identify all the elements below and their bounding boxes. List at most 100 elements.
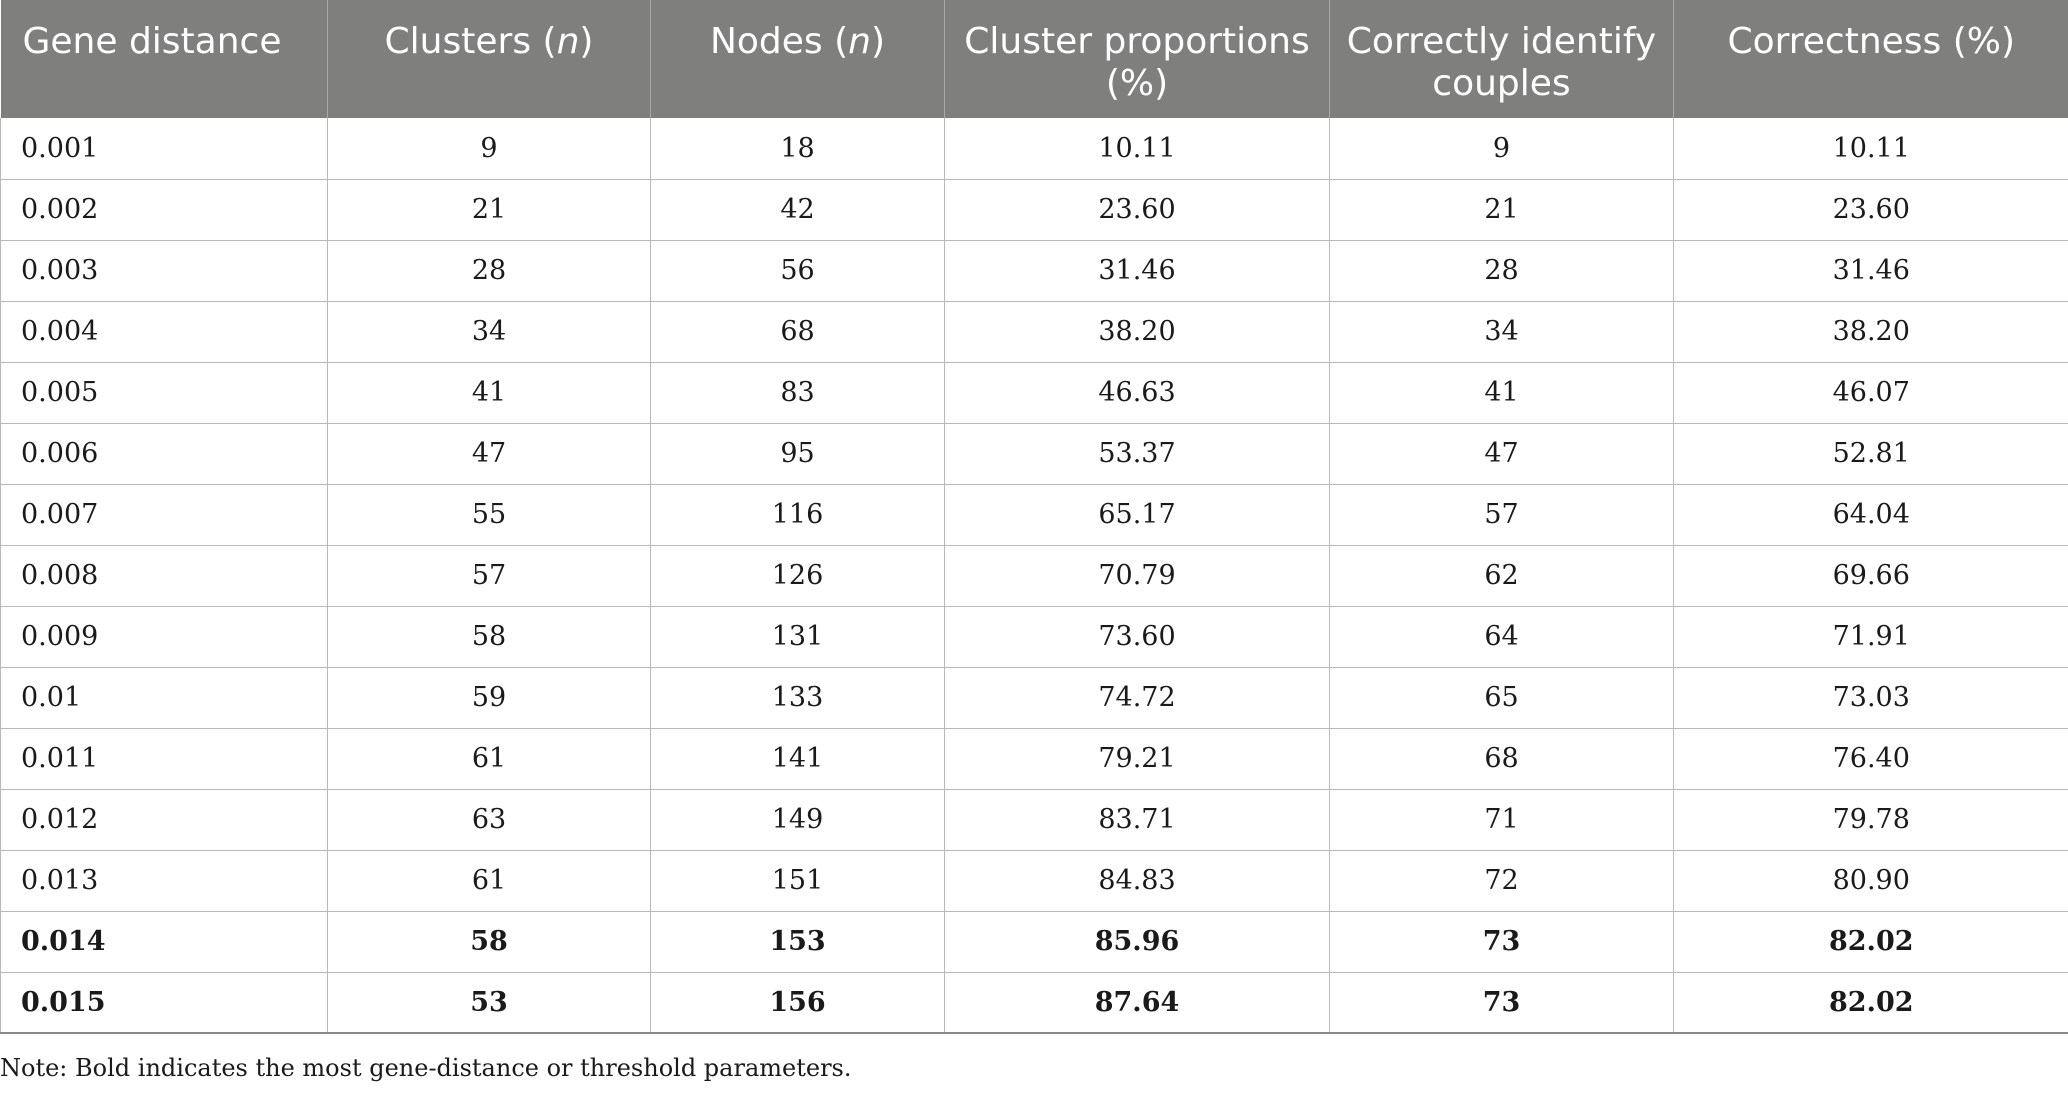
table-cell: 46.07 [1673, 362, 2068, 424]
table-row: 0.007 55 116 65.17 57 64.04 [0, 484, 2068, 546]
table-cell: 21 [327, 179, 651, 241]
header-gene-distance-label: Gene distance [22, 21, 282, 62]
header-correctly-identify: Correctly identify couples [1329, 0, 1674, 118]
header-nodes: Nodes (n) [650, 0, 945, 118]
table-cell: 10.11 [944, 118, 1330, 180]
header-clusters-label: Clusters ( [384, 21, 557, 62]
table-row: 0.006 47 95 53.37 47 52.81 [0, 423, 2068, 485]
table-cell: 9 [1329, 118, 1674, 180]
table-cell: 0.002 [0, 179, 328, 241]
table-row: 0.01 59 133 74.72 65 73.03 [0, 667, 2068, 729]
table-cell: 85.96 [944, 911, 1330, 973]
table-cell: 53.37 [944, 423, 1330, 485]
table-cell: 55 [327, 484, 651, 546]
table-cell: 69.66 [1673, 545, 2068, 607]
table-cell: 23.60 [1673, 179, 2068, 241]
table-cell: 0.008 [0, 545, 328, 607]
table-cell: 31.46 [944, 240, 1330, 302]
table-cell: 34 [327, 301, 651, 363]
header-clusters: Clusters (n) [327, 0, 651, 118]
table-cell: 47 [327, 423, 651, 485]
table-cell: 71 [1329, 789, 1674, 851]
table-cell: 83 [650, 362, 945, 424]
table-row: 0.014 58 153 85.96 73 82.02 [0, 911, 2068, 973]
table-cell: 141 [650, 728, 945, 790]
table-cell: 72 [1329, 850, 1674, 912]
table-cell: 0.005 [0, 362, 328, 424]
table-body: 0.001 9 18 10.11 9 10.11 0.002 21 42 23.60 21 23.60… [0, 118, 2068, 1034]
header-nodes-label: Nodes ( [709, 21, 849, 62]
table-cell: 42 [650, 179, 945, 241]
table-cell: 28 [327, 240, 651, 302]
table-cell: 61 [327, 850, 651, 912]
table-cell: 0.003 [0, 240, 328, 302]
table-cell: 31.46 [1673, 240, 2068, 302]
table-cell: 116 [650, 484, 945, 546]
header-cluster-proportions-line1: Cluster proportions [964, 21, 1310, 62]
header-correctness: Correctness (%) [1673, 0, 2068, 118]
table-cell: 53 [327, 972, 651, 1034]
table-cell: 0.009 [0, 606, 328, 668]
table-cell: 73 [1329, 911, 1674, 973]
table-cell: 71.91 [1673, 606, 2068, 668]
table-cell: 82.02 [1673, 972, 2068, 1034]
table-header: Gene distance Clusters (n) Nodes (n) Clu… [0, 0, 2068, 118]
header-clusters-italic: n [556, 21, 580, 62]
header-cluster-proportions: Cluster proportions (%) [944, 0, 1330, 118]
table-cell: 0.006 [0, 423, 328, 485]
table-cell: 41 [327, 362, 651, 424]
table-note: Note: Bold indicates the most gene-dista… [0, 1054, 852, 1082]
table-cell: 73.03 [1673, 667, 2068, 729]
table-cell: 0.004 [0, 301, 328, 363]
table-cell: 149 [650, 789, 945, 851]
table-cell: 38.20 [944, 301, 1330, 363]
table-row: 0.005 41 83 46.63 41 46.07 [0, 362, 2068, 424]
header-correctness-label: Correctness (%) [1727, 21, 2016, 62]
table-cell: 56 [650, 240, 945, 302]
header-nodes-close: ) [870, 21, 886, 62]
table-cell: 68 [650, 301, 945, 363]
table-cell: 0.001 [0, 118, 328, 180]
table-cell: 156 [650, 972, 945, 1034]
table-cell: 74.72 [944, 667, 1330, 729]
table-cell: 58 [327, 606, 651, 668]
table-cell: 65.17 [944, 484, 1330, 546]
table-cell: 82.02 [1673, 911, 2068, 973]
table-cell: 151 [650, 850, 945, 912]
table-cell: 41 [1329, 362, 1674, 424]
table-cell: 38.20 [1673, 301, 2068, 363]
table-cell: 126 [650, 545, 945, 607]
header-clusters-close: ) [579, 21, 594, 62]
table-row: 0.001 9 18 10.11 9 10.11 [0, 118, 2068, 180]
table-cell: 0.014 [0, 911, 328, 973]
table-cell: 10.11 [1673, 118, 2068, 180]
table-row: 0.011 61 141 79.21 68 76.40 [0, 728, 2068, 790]
table-cell: 70.79 [944, 545, 1330, 607]
table-cell: 62 [1329, 545, 1674, 607]
table-row: 0.002 21 42 23.60 21 23.60 [0, 179, 2068, 241]
table-cell: 47 [1329, 423, 1674, 485]
table-row: 0.003 28 56 31.46 28 31.46 [0, 240, 2068, 302]
table-cell: 131 [650, 606, 945, 668]
table-cell: 21 [1329, 179, 1674, 241]
table-cell: 68 [1329, 728, 1674, 790]
table-row: 0.008 57 126 70.79 62 69.66 [0, 545, 2068, 607]
table-cell: 76.40 [1673, 728, 2068, 790]
header-correctly-identify-line2: couples [1432, 63, 1571, 104]
table-cell: 153 [650, 911, 945, 973]
table-cell: 18 [650, 118, 945, 180]
table-cell: 73.60 [944, 606, 1330, 668]
table-row: 0.015 53 156 87.64 73 82.02 [0, 972, 2068, 1034]
header-row: Gene distance Clusters (n) Nodes (n) Clu… [0, 0, 2068, 118]
header-correctly-identify-line1: Correctly identify [1346, 21, 1657, 62]
table-row: 0.012 63 149 83.71 71 79.78 [0, 789, 2068, 851]
table-cell: 28 [1329, 240, 1674, 302]
table-cell: 73 [1329, 972, 1674, 1034]
table-cell: 83.71 [944, 789, 1330, 851]
table-cell: 64.04 [1673, 484, 2068, 546]
table-cell: 52.81 [1673, 423, 2068, 485]
table-cell: 79.78 [1673, 789, 2068, 851]
table-row: 0.004 34 68 38.20 34 38.20 [0, 301, 2068, 363]
table-cell: 133 [650, 667, 945, 729]
table-cell: 63 [327, 789, 651, 851]
